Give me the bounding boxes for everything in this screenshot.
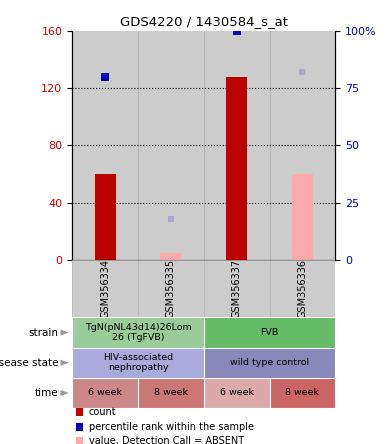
Text: wild type control: wild type control [230, 358, 309, 367]
Title: GDS4220 / 1430584_s_at: GDS4220 / 1430584_s_at [120, 16, 288, 28]
Text: disease state: disease state [0, 358, 58, 368]
Polygon shape [60, 360, 69, 366]
Text: GSM356334: GSM356334 [100, 259, 110, 318]
Bar [72, 31, 138, 260]
Text: HIV-associated
nephropathy: HIV-associated nephropathy [103, 353, 173, 373]
Point [300, 69, 306, 76]
Bar [292, 174, 313, 260]
Text: FVB: FVB [261, 328, 279, 337]
Text: 6 week: 6 week [88, 388, 122, 397]
Text: percentile rank within the sample: percentile rank within the sample [89, 422, 254, 432]
Bar [269, 31, 335, 260]
Text: GSM356336: GSM356336 [298, 259, 307, 318]
Text: TgN(pNL43d14)26Lom
26 (TgFVB): TgN(pNL43d14)26Lom 26 (TgFVB) [85, 323, 191, 342]
Bar [138, 31, 204, 260]
Text: GSM356335: GSM356335 [166, 259, 176, 318]
Polygon shape [60, 329, 69, 336]
Text: count: count [89, 408, 117, 417]
Text: 6 week: 6 week [220, 388, 254, 397]
Bar [226, 77, 247, 260]
Point [234, 28, 240, 35]
Text: value, Detection Call = ABSENT: value, Detection Call = ABSENT [89, 436, 244, 444]
Text: 8 week: 8 week [154, 388, 188, 397]
Text: GSM356337: GSM356337 [232, 259, 242, 318]
Text: time: time [35, 388, 58, 398]
Point [102, 73, 108, 80]
Bar [204, 31, 269, 260]
Text: 8 week: 8 week [285, 388, 319, 397]
Polygon shape [60, 390, 69, 396]
Bar [160, 253, 181, 260]
Point [168, 215, 174, 222]
Bar [94, 174, 115, 260]
Text: strain: strain [28, 328, 58, 337]
